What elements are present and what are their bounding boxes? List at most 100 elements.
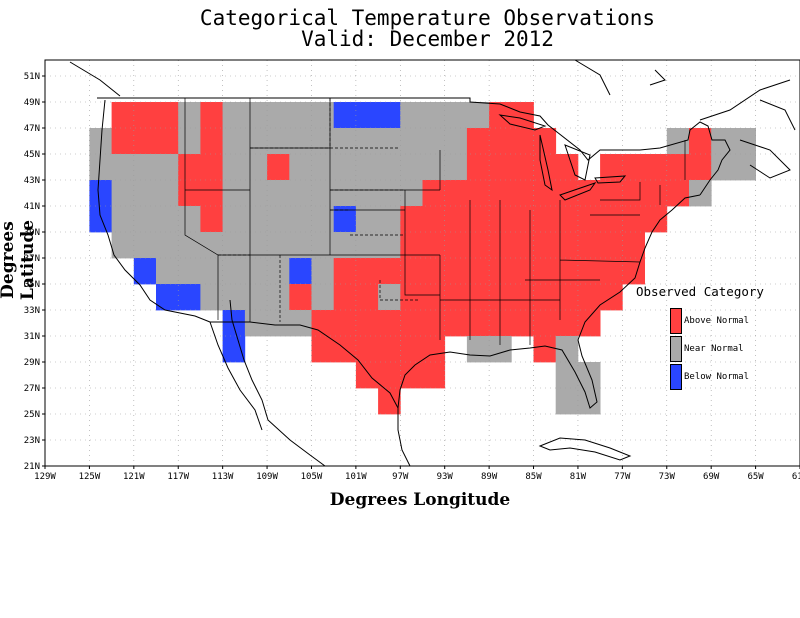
legend-item-near: Near Normal — [670, 336, 800, 362]
cell-above — [111, 128, 135, 155]
cell-near — [289, 310, 312, 337]
cell-near — [355, 154, 379, 181]
cell-near — [333, 154, 357, 181]
cell-near — [133, 206, 157, 233]
cell-above — [422, 362, 446, 389]
cell-near — [378, 284, 401, 311]
cell-near — [89, 154, 112, 181]
cell-above — [622, 206, 645, 233]
cell-near — [244, 232, 268, 259]
cell-above — [555, 258, 579, 285]
canada-border — [97, 97, 731, 196]
legend-label-above: Above Normal — [684, 316, 750, 326]
cell-near — [333, 232, 357, 259]
cell-near — [489, 336, 512, 363]
cell-above — [200, 128, 223, 155]
cell-above — [466, 206, 490, 233]
cell-near — [244, 154, 268, 181]
cell-near — [444, 154, 468, 181]
lon-tick-label: 93W — [437, 472, 454, 482]
lon-tick-label: 109W — [256, 472, 278, 482]
cell-near — [378, 180, 401, 207]
cell-above — [533, 206, 557, 233]
lat-tick-label: 31N — [24, 332, 40, 342]
baja-coast — [209, 299, 269, 431]
cell-near — [267, 128, 290, 155]
cuba — [538, 437, 632, 461]
cell-above — [489, 284, 512, 311]
cell-above — [466, 128, 490, 155]
cell-above — [200, 102, 223, 129]
axis-ticks: 51N 49N 47N 45N 43N 41N 39N 37N 35N 33N 31N 29N 27N 2… — [24, 72, 800, 482]
cell-above — [133, 128, 157, 155]
cell-near — [133, 180, 157, 207]
cell-above — [444, 232, 468, 259]
cell-above — [644, 206, 668, 233]
cell-near — [355, 206, 379, 233]
category-cells — [89, 102, 756, 415]
cell-above — [289, 284, 312, 311]
cell-below — [178, 284, 201, 311]
cell-above — [600, 206, 623, 233]
cell-near — [400, 102, 423, 129]
cell-above — [200, 154, 223, 181]
lat-tick-label: 33N — [24, 306, 40, 316]
cell-above — [511, 284, 534, 311]
cell-near — [111, 232, 135, 259]
cell-near — [666, 128, 690, 155]
cell-above — [355, 362, 379, 389]
cell-below — [378, 102, 401, 129]
cell-below — [333, 206, 357, 233]
cell-near — [333, 180, 357, 207]
cell-near — [289, 180, 312, 207]
cell-above — [555, 154, 579, 181]
cell-above — [689, 154, 712, 181]
cell-above — [577, 258, 601, 285]
cell-above — [466, 310, 490, 337]
cell-near — [311, 232, 335, 259]
cell-below — [156, 284, 179, 311]
cell-above — [533, 180, 557, 207]
cell-above — [178, 180, 201, 207]
cell-near — [267, 102, 290, 129]
lat-tick-label: 29N — [24, 358, 40, 368]
cell-near — [267, 206, 290, 233]
cell-near — [289, 206, 312, 233]
cell-near — [289, 154, 312, 181]
cell-near — [222, 284, 246, 311]
cell-near — [378, 206, 401, 233]
cell-near — [400, 180, 423, 207]
lon-tick-label: 121W — [123, 472, 145, 482]
cell-above — [400, 310, 423, 337]
cell-above — [644, 154, 668, 181]
cell-above — [533, 128, 557, 155]
cell-near — [289, 102, 312, 129]
mexico-border — [210, 321, 399, 409]
cell-above — [511, 310, 534, 337]
cell-above — [466, 154, 490, 181]
map-frame — [44, 59, 800, 467]
cell-above — [444, 258, 468, 285]
canada-coast — [69, 59, 796, 179]
cell-near — [378, 128, 401, 155]
cell-near — [711, 154, 734, 181]
cell-near — [89, 128, 112, 155]
cell-above — [333, 310, 357, 337]
cell-below — [289, 258, 312, 285]
cell-near — [267, 310, 290, 337]
lon-tick-label: 129W — [34, 472, 56, 482]
cell-near — [355, 128, 379, 155]
title-line-2: Valid: December 2012 — [301, 27, 554, 51]
cell-near — [222, 206, 246, 233]
cell-near — [156, 180, 179, 207]
cell-near — [711, 128, 734, 155]
cell-near — [133, 154, 157, 181]
cell-near — [200, 232, 223, 259]
cell-near — [555, 388, 579, 415]
legend-swatch-near — [670, 336, 682, 362]
cell-near — [333, 128, 357, 155]
cell-below — [89, 180, 112, 207]
cell-near — [244, 128, 268, 155]
cell-above — [489, 180, 512, 207]
